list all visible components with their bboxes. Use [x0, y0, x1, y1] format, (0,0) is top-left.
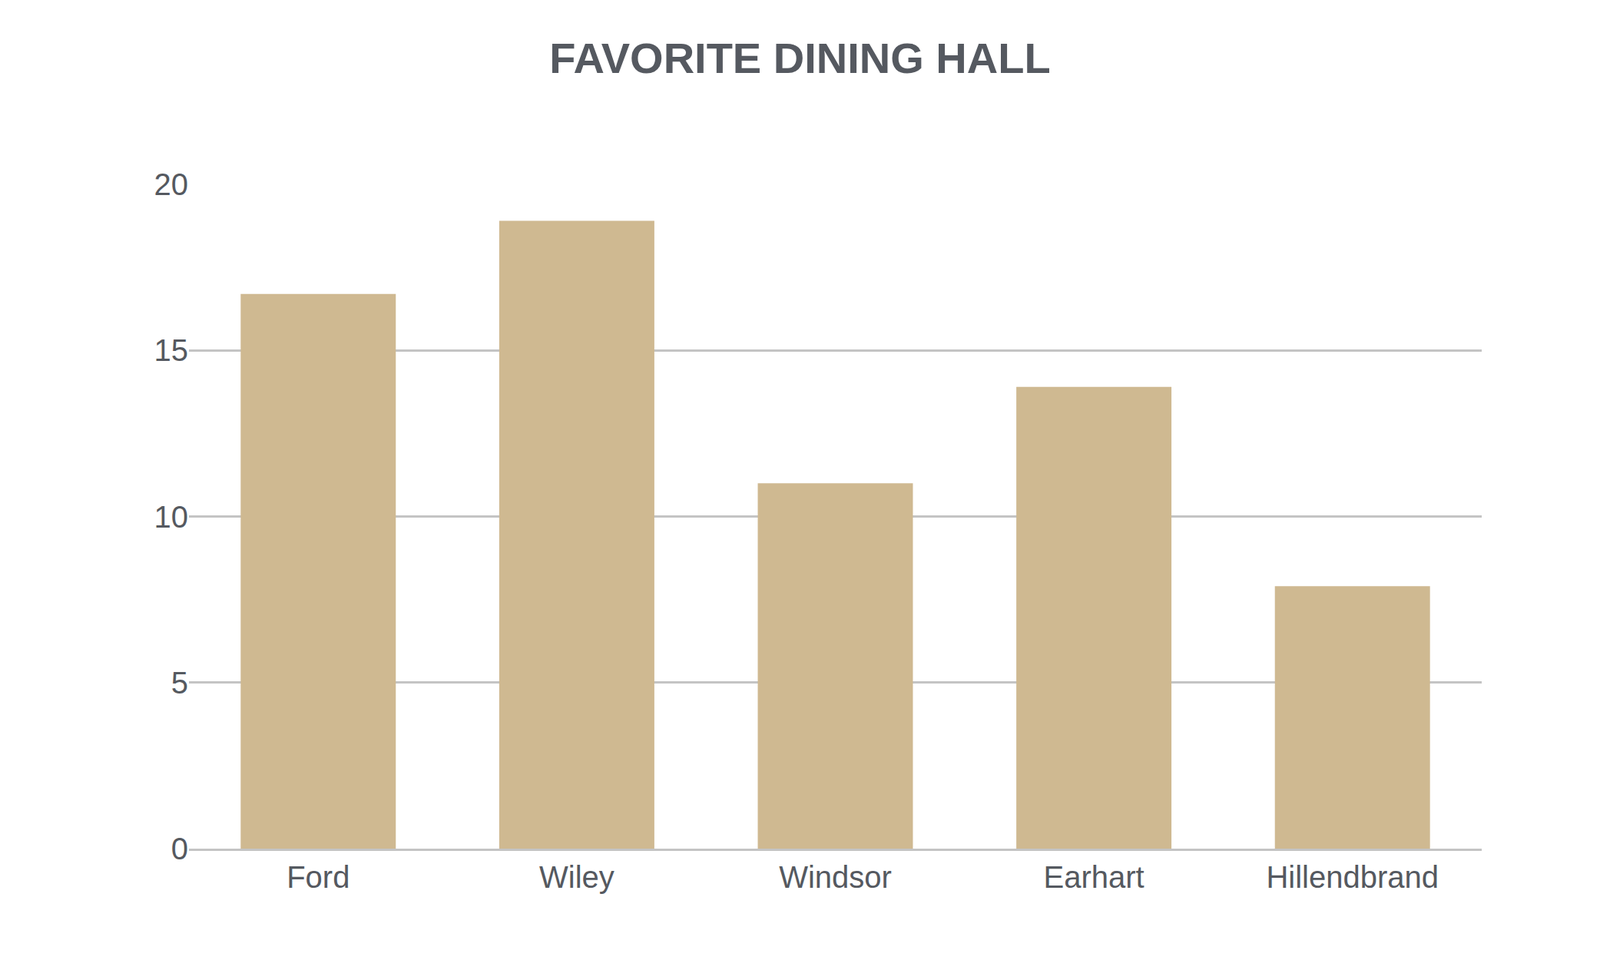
- svg-text:0: 0: [171, 831, 189, 866]
- svg-text:5: 5: [171, 665, 189, 700]
- svg-text:10: 10: [154, 500, 189, 534]
- svg-text:Earhart: Earhart: [1043, 860, 1145, 895]
- svg-text:Ford: Ford: [286, 860, 350, 895]
- svg-text:Windsor: Windsor: [778, 860, 892, 895]
- svg-text:20: 20: [154, 167, 189, 202]
- svg-text:FAVORITE DINING HALL: FAVORITE DINING HALL: [549, 33, 1051, 83]
- svg-text:Wiley: Wiley: [539, 860, 615, 895]
- svg-text:15: 15: [154, 333, 189, 368]
- svg-text:Hillendbrand: Hillendbrand: [1265, 860, 1439, 895]
